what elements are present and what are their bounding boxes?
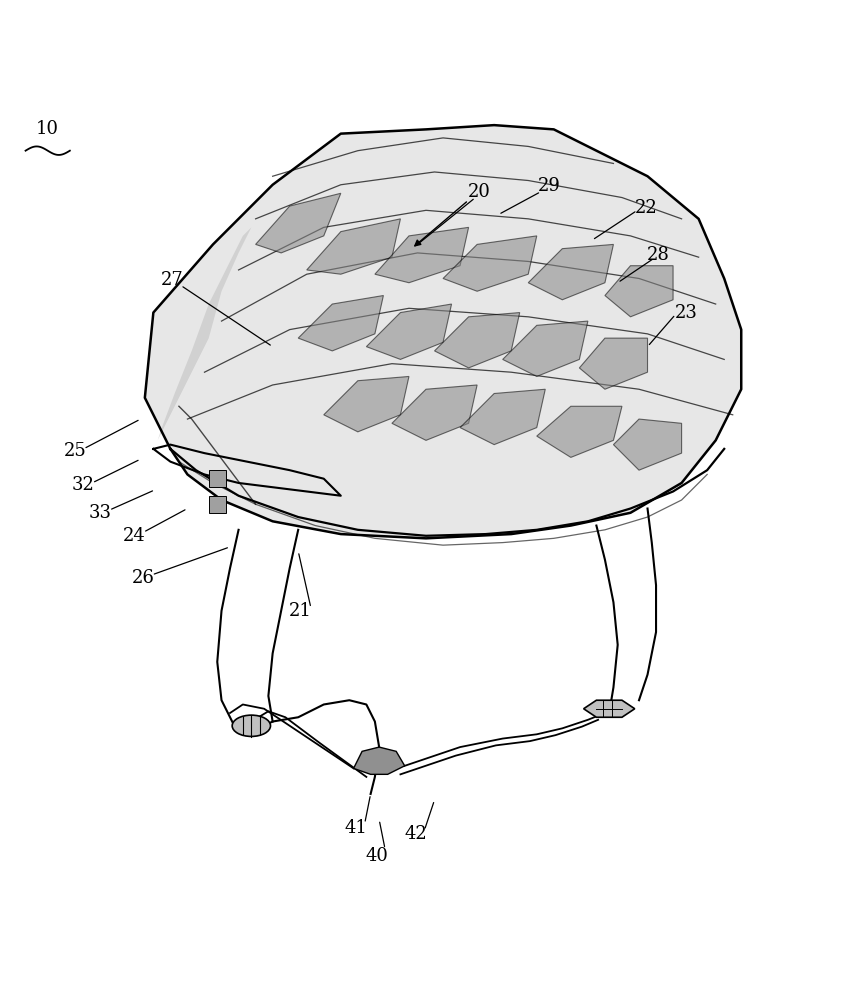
Polygon shape [584, 700, 635, 717]
Polygon shape [324, 376, 409, 432]
Text: 22: 22 [635, 199, 657, 217]
Polygon shape [375, 227, 469, 283]
Polygon shape [307, 219, 400, 274]
Text: 23: 23 [675, 304, 697, 322]
Text: 26: 26 [132, 569, 154, 587]
Polygon shape [145, 125, 741, 538]
Text: 21: 21 [289, 602, 311, 620]
Text: 25: 25 [64, 442, 86, 460]
Text: 29: 29 [538, 177, 561, 195]
Text: 42: 42 [405, 825, 427, 843]
Polygon shape [158, 227, 251, 440]
Polygon shape [256, 193, 341, 253]
Polygon shape [528, 244, 613, 300]
Polygon shape [209, 496, 226, 513]
Polygon shape [354, 747, 405, 774]
Text: 10: 10 [36, 120, 58, 138]
Text: 32: 32 [72, 476, 95, 494]
Polygon shape [209, 470, 226, 487]
Polygon shape [392, 385, 477, 440]
Polygon shape [298, 296, 383, 351]
Polygon shape [460, 389, 545, 445]
Polygon shape [579, 338, 648, 389]
Polygon shape [503, 321, 588, 376]
Text: 20: 20 [469, 183, 491, 201]
Polygon shape [537, 406, 622, 457]
Polygon shape [613, 419, 682, 470]
Text: 24: 24 [123, 527, 145, 545]
Text: 33: 33 [89, 504, 112, 522]
Ellipse shape [232, 715, 270, 736]
Text: 27: 27 [161, 271, 183, 289]
Text: 41: 41 [345, 819, 367, 837]
Text: 28: 28 [648, 246, 670, 264]
Polygon shape [443, 236, 537, 291]
Polygon shape [435, 313, 520, 368]
Polygon shape [366, 304, 452, 359]
Text: 40: 40 [366, 847, 388, 865]
Polygon shape [605, 266, 673, 317]
